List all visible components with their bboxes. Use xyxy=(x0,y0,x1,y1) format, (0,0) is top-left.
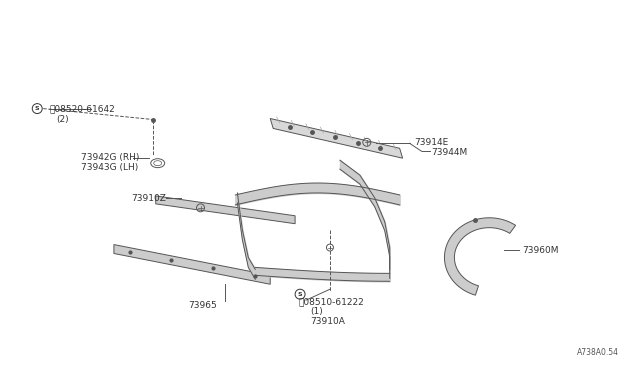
Polygon shape xyxy=(156,196,295,224)
Text: (2): (2) xyxy=(56,115,68,124)
Text: 73910A: 73910A xyxy=(310,317,345,326)
Text: 73960M: 73960M xyxy=(522,246,559,254)
Text: A738A0.54: A738A0.54 xyxy=(577,348,619,357)
Text: (1): (1) xyxy=(310,307,323,316)
Text: S: S xyxy=(298,292,302,297)
Text: 73944M: 73944M xyxy=(431,148,468,157)
Text: 73965: 73965 xyxy=(189,301,218,310)
Text: 73943G (LH): 73943G (LH) xyxy=(81,163,138,172)
Polygon shape xyxy=(114,244,270,284)
Text: 73914E: 73914E xyxy=(415,138,449,147)
Text: Ⓜ08510-61222: Ⓜ08510-61222 xyxy=(298,297,364,306)
Polygon shape xyxy=(270,119,403,158)
Text: 73942G (RH): 73942G (RH) xyxy=(81,153,140,162)
Text: S: S xyxy=(35,106,40,111)
Text: 73910Z: 73910Z xyxy=(131,194,166,203)
Text: Ⓜ08520-61642: Ⓜ08520-61642 xyxy=(49,105,115,113)
Polygon shape xyxy=(444,218,516,295)
